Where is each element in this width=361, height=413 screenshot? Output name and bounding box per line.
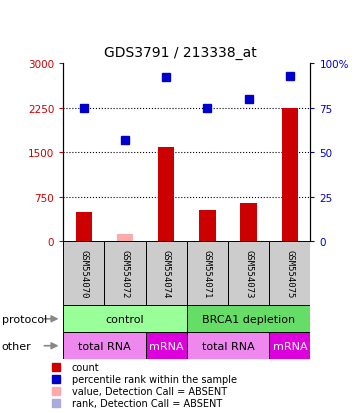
Bar xyxy=(145,242,187,306)
Text: BRCA1 depletion: BRCA1 depletion xyxy=(202,314,295,324)
Text: protocol: protocol xyxy=(2,314,47,324)
Text: GSM554071: GSM554071 xyxy=(203,249,212,298)
Bar xyxy=(145,332,187,359)
Text: mRNA: mRNA xyxy=(273,341,307,351)
Bar xyxy=(240,203,257,242)
Bar xyxy=(117,235,133,242)
Text: GSM554070: GSM554070 xyxy=(79,249,88,298)
Text: control: control xyxy=(106,314,144,324)
Bar xyxy=(228,242,269,306)
Text: GSM554072: GSM554072 xyxy=(121,249,130,298)
Bar xyxy=(269,242,310,306)
Text: total RNA: total RNA xyxy=(78,341,131,351)
Bar xyxy=(63,242,104,306)
Bar xyxy=(199,211,216,242)
Text: GSM554075: GSM554075 xyxy=(285,249,294,298)
Bar xyxy=(282,109,298,242)
Text: mRNA: mRNA xyxy=(149,341,183,351)
Text: value, Detection Call = ABSENT: value, Detection Call = ABSENT xyxy=(71,386,227,396)
Text: percentile rank within the sample: percentile rank within the sample xyxy=(71,374,237,384)
Text: GSM554073: GSM554073 xyxy=(244,249,253,298)
Text: GDS3791 / 213338_at: GDS3791 / 213338_at xyxy=(104,46,257,60)
Bar xyxy=(75,212,92,242)
Text: rank, Detection Call = ABSENT: rank, Detection Call = ABSENT xyxy=(71,398,222,408)
Bar xyxy=(63,332,145,359)
Text: count: count xyxy=(71,362,99,372)
Bar xyxy=(187,306,310,332)
Text: GSM554074: GSM554074 xyxy=(162,249,171,298)
Bar xyxy=(104,242,145,306)
Bar xyxy=(187,242,228,306)
Bar xyxy=(187,332,269,359)
Bar xyxy=(158,148,174,242)
Bar xyxy=(269,332,310,359)
Bar xyxy=(63,306,187,332)
Text: total RNA: total RNA xyxy=(202,341,255,351)
Text: other: other xyxy=(2,341,31,351)
